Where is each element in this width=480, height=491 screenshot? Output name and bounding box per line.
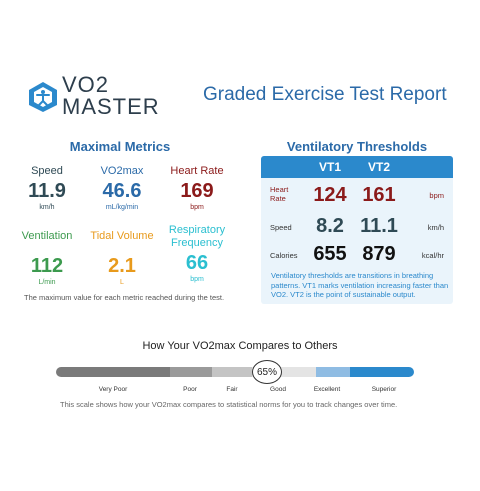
vt-unit-speed: km/h: [427, 223, 444, 232]
scale-label-poor: Poor: [183, 386, 197, 393]
metric-value: 46.6: [102, 180, 142, 202]
vt-row-label-calories: Calories: [270, 251, 298, 260]
metric-ventilation: Ventilation 112 L/min: [7, 230, 87, 286]
metric-value: 2.1: [108, 255, 136, 277]
metric-heart-rate: Heart Rate 169 bpm: [157, 165, 237, 211]
brand-name: VO2 MASTER: [62, 74, 172, 118]
metric-label: VO2max: [100, 165, 144, 177]
metric-label: Ventilation: [21, 230, 73, 242]
metric-label: Heart Rate: [170, 165, 224, 177]
metric-vo2max: VO2max 46.6 mL/kg/min: [82, 165, 162, 211]
metric-label: Tidal Volume: [90, 230, 154, 242]
scale-label-very-poor: Very Poor: [98, 386, 128, 393]
scale-segment-fair: [212, 367, 252, 377]
scale-segment-poor: [170, 367, 212, 377]
column-vt1: VT1: [318, 160, 341, 174]
metric-value: 112: [30, 255, 64, 277]
scale-segment-superior: [350, 367, 414, 377]
scale-segment-excellent: [316, 367, 350, 377]
brand-line-1: VO2: [62, 72, 110, 97]
metric-unit: mL/kg/min: [105, 204, 139, 211]
vt2-speed-value: 11.1: [360, 215, 398, 237]
percentile-value: 65%: [256, 366, 277, 378]
percentile-marker: 65%: [252, 360, 282, 384]
maximal-metrics-note: The maximum value for each metric reache…: [24, 293, 225, 302]
ventilatory-thresholds-note: Ventilatory thresholds are transitions i…: [271, 271, 449, 299]
column-vt2: VT2: [367, 160, 390, 174]
vt2-heart-rate-value: 161: [362, 184, 396, 206]
metric-unit: L/min: [38, 279, 56, 286]
scale-segment-very-poor: [56, 367, 170, 377]
scale-label-excellent: Excellent: [313, 386, 341, 393]
report-title: Graded Exercise Test Report: [203, 84, 447, 105]
metric-unit: km/h: [39, 204, 55, 211]
ventilatory-thresholds-panel: [261, 156, 453, 304]
vt1-speed-value: 8.2: [316, 215, 344, 237]
ventilatory-thresholds-title: Ventilatory Thresholds: [286, 139, 428, 154]
metric-value: 169: [180, 180, 214, 202]
vt1-heart-rate-value: 124: [313, 184, 347, 206]
metric-unit: bpm: [190, 204, 204, 211]
scale-label-superior: Superior: [371, 386, 397, 393]
vt1-calories-value: 655: [313, 243, 347, 265]
metric-unit: L: [120, 279, 124, 286]
maximal-metrics-title: Maximal Metrics: [69, 139, 171, 154]
vt-row-label-speed: Speed: [270, 223, 292, 232]
ventilatory-thresholds-header: [261, 156, 453, 178]
metric-value: 11.9: [28, 180, 66, 202]
metric-tidal-volume: Tidal Volume 2.1 L: [82, 230, 162, 286]
comparison-title: How Your VO2max Compares to Others: [142, 340, 338, 352]
metric-value: 66: [185, 252, 209, 274]
metric-respiratory-frequency: Respiratory Frequency 66 bpm: [157, 224, 237, 283]
metric-unit: bpm: [190, 276, 204, 283]
vo2master-logo-icon: [28, 81, 58, 113]
metric-label: Respiratory Frequency: [168, 224, 226, 249]
vt-unit-heart-rate: bpm: [429, 191, 444, 200]
metric-label: Speed: [31, 165, 63, 177]
scale-label-fair: Fair: [226, 386, 238, 393]
comparison-note: This scale shows how your VO2max compare…: [60, 400, 398, 409]
brand-line-2: MASTER: [62, 94, 160, 119]
scale-label-good: Good: [270, 386, 286, 393]
vt2-calories-value: 879: [362, 243, 396, 265]
metric-speed: Speed 11.9 km/h: [7, 165, 87, 211]
vt-row-label-heart-rate: Heart Rate: [270, 185, 289, 203]
scale-segment-good: [252, 367, 316, 377]
vt-unit-calories: kcal/hr: [421, 251, 444, 260]
